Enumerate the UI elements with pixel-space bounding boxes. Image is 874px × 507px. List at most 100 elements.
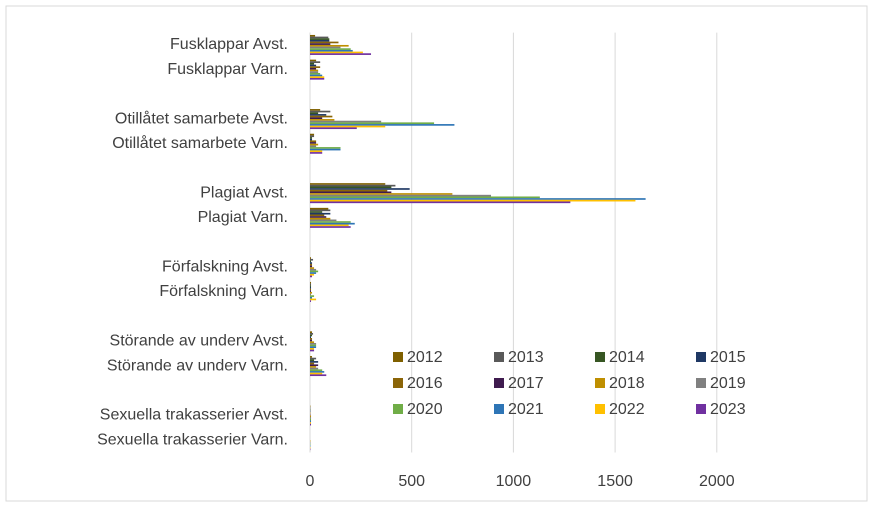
y-tick-label: Sexuella trakasserier Avst. <box>100 407 288 424</box>
bar <box>310 119 335 121</box>
x-tick-label: 2000 <box>699 473 735 490</box>
bar <box>310 191 392 194</box>
bar <box>310 150 323 153</box>
legend-label: 2015 <box>710 349 746 366</box>
legend-label: 2016 <box>407 375 443 392</box>
bar <box>310 333 314 335</box>
legend-label: 2012 <box>407 349 443 366</box>
bar <box>310 300 312 302</box>
bar <box>310 338 313 340</box>
bar <box>310 41 339 44</box>
bar <box>310 38 330 40</box>
bar <box>310 286 312 289</box>
bar <box>310 43 331 45</box>
bar <box>310 143 319 146</box>
legend-swatch <box>494 352 504 362</box>
bar <box>310 53 372 55</box>
bar <box>310 67 317 70</box>
bar <box>310 420 312 423</box>
legend-label: 2020 <box>407 401 443 418</box>
bar <box>310 291 313 294</box>
bar <box>310 74 323 77</box>
legend-swatch <box>393 352 403 362</box>
legend-swatch <box>595 378 605 388</box>
bar <box>310 346 317 349</box>
bar <box>310 212 331 215</box>
bar <box>310 422 312 424</box>
bar <box>310 135 315 138</box>
bar <box>310 260 312 263</box>
bar <box>310 148 341 151</box>
bar <box>310 290 312 292</box>
bar <box>310 115 333 118</box>
legend-swatch <box>595 352 605 362</box>
y-tick-label: Fusklappar Varn. <box>167 61 288 78</box>
bar <box>310 415 312 418</box>
bar <box>310 140 317 143</box>
y-tick-label: Sexuella trakasserier Varn. <box>97 431 288 448</box>
bar <box>310 152 323 154</box>
legend-swatch <box>393 378 403 388</box>
bar <box>310 142 317 144</box>
bar <box>310 423 312 426</box>
bar <box>310 184 396 187</box>
y-tick-label: Förfalskning Varn. <box>159 283 288 300</box>
bar <box>310 125 386 128</box>
bar <box>310 110 331 113</box>
bar <box>310 366 317 368</box>
bar <box>310 76 325 78</box>
bar <box>310 217 331 220</box>
bar <box>310 44 349 47</box>
legend-swatch <box>494 404 504 414</box>
bar <box>310 298 317 301</box>
bar <box>310 39 330 42</box>
bar <box>310 122 435 125</box>
bar <box>310 183 386 185</box>
bar <box>310 188 410 190</box>
bar <box>310 262 313 264</box>
bar <box>310 114 327 116</box>
bar <box>310 281 312 284</box>
x-tick-label: 1500 <box>597 473 633 490</box>
bar <box>310 331 313 334</box>
bar <box>310 348 315 350</box>
bar <box>310 61 321 63</box>
bar <box>310 222 355 225</box>
y-tick-label: Plagiat Avst. <box>200 184 288 201</box>
bar <box>310 62 315 65</box>
legend-label: 2013 <box>508 349 544 366</box>
legend-swatch <box>696 404 706 414</box>
x-tick-label: 500 <box>398 473 425 490</box>
bar <box>310 265 313 268</box>
bar <box>310 133 315 136</box>
x-tick-label: 0 <box>306 473 315 490</box>
legend-label: 2017 <box>508 375 544 392</box>
legend-swatch <box>595 404 605 414</box>
bar <box>310 193 453 195</box>
bar <box>310 48 351 50</box>
legend-label: 2019 <box>710 375 746 392</box>
legend-swatch <box>696 352 706 362</box>
bar <box>310 147 341 149</box>
bar <box>310 283 312 286</box>
bar <box>310 124 455 126</box>
bar <box>310 198 646 200</box>
y-tick-label: Störande av underv Varn. <box>107 357 288 374</box>
bar <box>310 214 325 217</box>
bar <box>310 343 317 345</box>
bar <box>310 201 571 204</box>
bar <box>310 417 312 419</box>
bar <box>310 194 492 197</box>
bar <box>310 36 329 39</box>
bar <box>310 257 312 259</box>
bar <box>310 66 321 68</box>
bar <box>310 186 392 189</box>
bar <box>310 209 331 212</box>
bar <box>310 258 314 261</box>
bar <box>310 226 351 228</box>
bar <box>310 219 337 222</box>
bar <box>310 216 327 218</box>
bar <box>310 359 315 362</box>
y-tick-label: Fusklappar Avst. <box>170 36 288 53</box>
